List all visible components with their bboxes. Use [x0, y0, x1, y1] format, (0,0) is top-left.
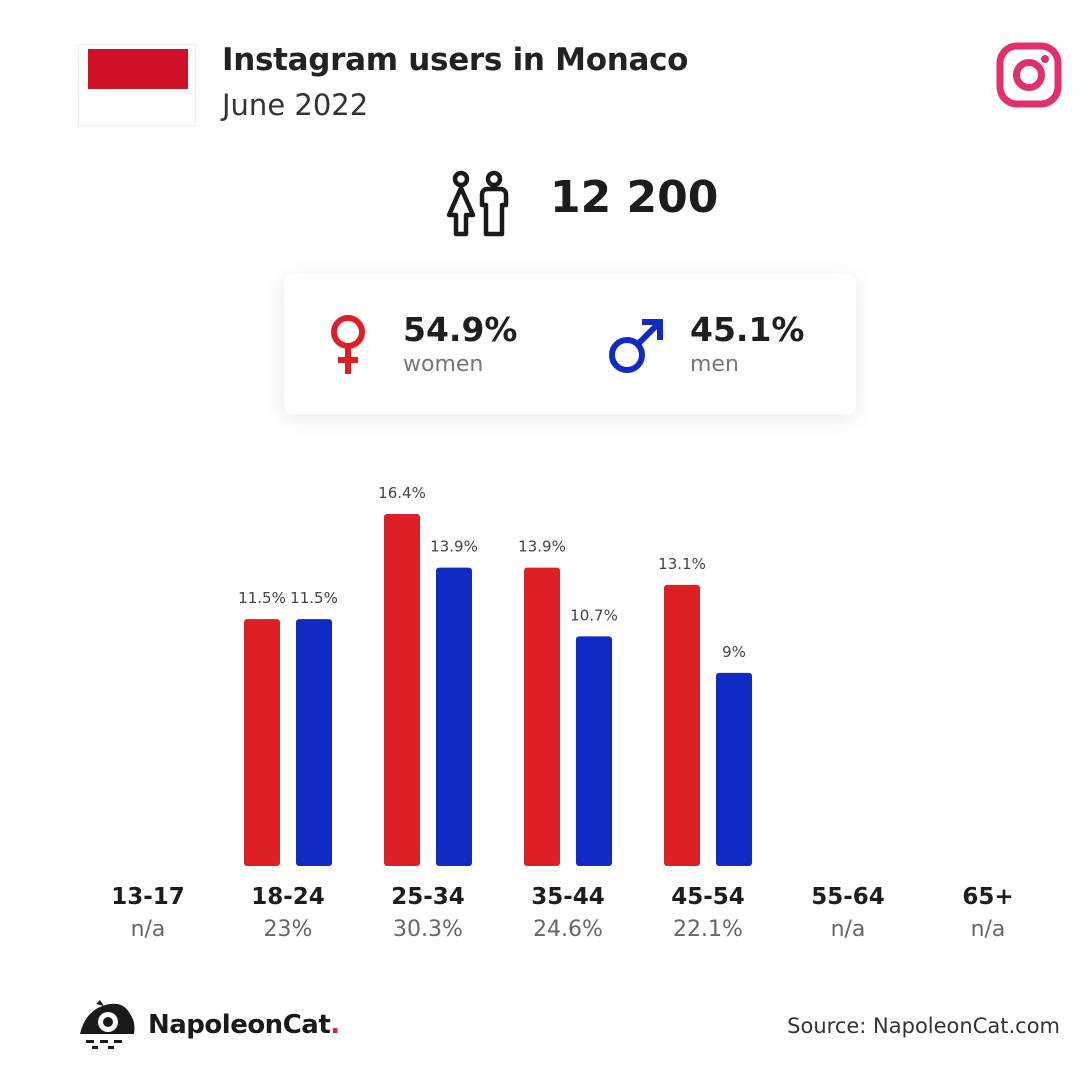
age-gender-bar-chart: 11.5% 11.5% 16.4% 13.9% 13.9% 10.7% 13.1% 9%	[238, 484, 752, 866]
bar-men-45-54	[716, 672, 752, 866]
men-percentage: 45.1%	[690, 310, 805, 349]
age-group-total: n/a	[830, 917, 866, 942]
bar-men-18-24	[296, 619, 332, 866]
bar-men-35-44	[576, 636, 612, 866]
age-group-total: 23%	[263, 917, 313, 942]
source-text: Source: NapoleonCat.com	[787, 1014, 1060, 1038]
male-symbol-icon	[609, 319, 663, 373]
monaco-flag	[78, 44, 196, 126]
men-label: men	[690, 352, 739, 377]
bar-value-label-women-45-54: 13.1%	[658, 555, 706, 573]
age-group-label: 25-34	[391, 884, 465, 910]
bar-value-label-men-35-44: 10.7%	[570, 606, 618, 624]
age-group-label: 18-24	[251, 884, 325, 910]
bar-women-18-24	[244, 619, 280, 866]
age-group-total: 30.3%	[393, 917, 463, 942]
total-users-value: 12 200	[550, 172, 719, 223]
brand-name: NapoleonCat.	[148, 1010, 340, 1040]
age-group-total: n/a	[130, 917, 166, 942]
page-title: Instagram users in Monaco	[222, 42, 689, 78]
age-group-label: 35-44	[531, 884, 605, 910]
bar-women-25-34	[384, 514, 420, 866]
women-label: women	[403, 352, 484, 377]
bar-men-25-34	[436, 567, 472, 866]
bar-value-label-men-45-54: 9%	[722, 643, 746, 661]
age-group-label: 55-64	[811, 884, 885, 910]
napoleoncat-logo	[80, 1000, 135, 1049]
age-group-total: 24.6%	[533, 917, 603, 942]
bar-women-45-54	[664, 584, 700, 866]
age-group-label: 13-17	[111, 884, 185, 910]
page-subtitle: June 2022	[222, 88, 369, 122]
gender-split-card: 54.9% women 45.1% men	[284, 274, 856, 414]
women-percentage: 54.9%	[403, 310, 518, 349]
instagram-icon	[996, 42, 1062, 108]
female-symbol-icon	[331, 315, 365, 374]
people-icon	[446, 170, 509, 237]
age-group-label: 65+	[962, 884, 1014, 910]
bar-value-label-men-18-24: 11.5%	[290, 589, 338, 607]
age-group-label: 45-54	[671, 884, 745, 910]
bar-value-label-men-25-34: 13.9%	[430, 538, 478, 556]
age-group-total: 22.1%	[673, 917, 743, 942]
bar-value-label-women-25-34: 16.4%	[378, 484, 426, 502]
bar-women-35-44	[524, 567, 560, 866]
flag-red-stripe	[88, 49, 188, 89]
age-group-total: n/a	[970, 917, 1006, 942]
bar-value-label-women-35-44: 13.9%	[518, 538, 566, 556]
bar-value-label-women-18-24: 11.5%	[238, 589, 286, 607]
